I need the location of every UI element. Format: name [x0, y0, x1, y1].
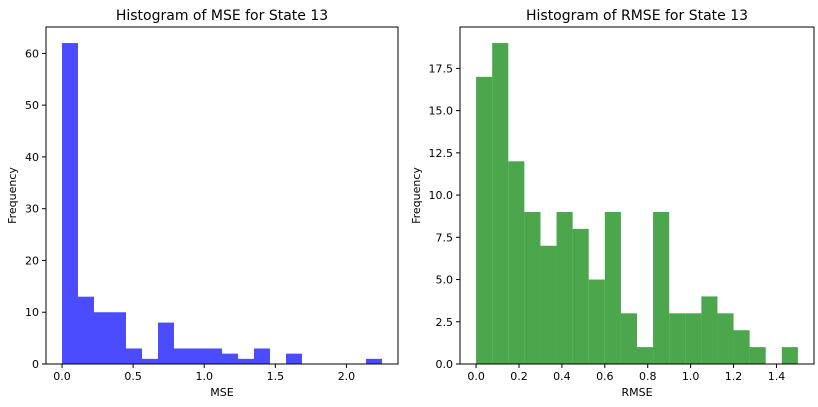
rmse-x-tick-label: 0.0 [467, 370, 485, 383]
mse-histogram-bar [62, 43, 78, 365]
mse-x-axis-label: MSE [210, 386, 233, 399]
rmse-histogram-bar [620, 313, 637, 364]
mse-x-ticks: 0.0 0.5 1.0 1.5 2.0 [53, 364, 355, 383]
rmse-y-axis-label: Frequency [410, 167, 423, 224]
mse-histogram-bar [142, 358, 158, 364]
rmse-x-tick-label: 0.6 [596, 370, 614, 383]
rmse-histogram-panel: Histogram of RMSE for State 13 0.0 0.2 0.4… [410, 8, 815, 399]
rmse-x-axis-label: RMSE [621, 386, 652, 399]
mse-y-tick-label: 60 [25, 47, 39, 60]
rmse-histogram-bar [540, 245, 557, 364]
mse-histogram-bar [286, 353, 302, 364]
rmse-y-tick-label: 15.0 [429, 105, 454, 118]
rmse-y-tick-label: 5.0 [436, 274, 454, 287]
rmse-bars [476, 43, 798, 365]
mse-histogram-bar [206, 348, 222, 364]
rmse-x-tick-label: 1.4 [768, 370, 786, 383]
rmse-y-tick-label: 7.5 [436, 231, 454, 244]
rmse-histogram-bar [604, 211, 621, 364]
mse-histogram-panel: Histogram of MSE for State 13 0.0 0.5 1.0 1… [6, 8, 399, 399]
rmse-histogram-bar [701, 296, 718, 364]
mse-histogram-bar [174, 348, 190, 364]
rmse-histogram-bar [588, 279, 605, 364]
rmse-x-tick-label: 1.2 [725, 370, 743, 383]
rmse-y-tick-label: 2.5 [436, 316, 454, 329]
mse-histogram-bar [254, 348, 270, 364]
mse-y-tick-label: 40 [25, 151, 39, 164]
rmse-x-ticks: 0.0 0.2 0.4 0.6 0.8 1.0 1.2 1.4 [467, 364, 785, 383]
rmse-histogram-bar [524, 211, 541, 364]
rmse-histogram-bar [653, 211, 670, 364]
mse-histogram-bar [190, 348, 206, 364]
mse-histogram-bar [158, 322, 174, 364]
mse-y-tick-label: 30 [25, 203, 39, 216]
rmse-histogram-bar [749, 347, 766, 364]
mse-plot-frame [45, 26, 399, 365]
rmse-y-tick-label: 17.5 [429, 62, 454, 75]
rmse-histogram-bar [476, 76, 493, 364]
rmse-y-tick-label: 10.0 [429, 189, 454, 202]
rmse-y-tick-label: 12.5 [429, 147, 454, 160]
rmse-x-tick-label: 0.4 [553, 370, 571, 383]
mse-histogram-bar [78, 296, 94, 364]
mse-histogram-bar [94, 312, 110, 364]
rmse-x-tick-label: 0.2 [510, 370, 528, 383]
mse-y-tick-label: 10 [25, 306, 39, 319]
rmse-histogram-bar [556, 211, 573, 364]
mse-bars [62, 43, 382, 365]
mse-x-tick-label: 2.0 [338, 370, 356, 383]
rmse-histogram-bar [508, 161, 525, 364]
rmse-histogram-bar [637, 347, 654, 364]
rmse-histogram-bar [733, 330, 750, 364]
mse-histogram-bar [366, 358, 382, 364]
rmse-x-tick-label: 0.8 [639, 370, 657, 383]
rmse-histogram-bar [781, 347, 798, 364]
mse-y-ticks: 0 10 20 30 40 50 60 [25, 47, 46, 371]
rmse-y-tick-label: 0.0 [436, 358, 454, 371]
mse-y-tick-label: 0 [32, 358, 39, 371]
rmse-x-tick-label: 1.0 [682, 370, 700, 383]
mse-x-tick-label: 1.0 [195, 370, 213, 383]
rmse-histogram-bar [685, 313, 702, 364]
mse-chart-title: Histogram of MSE for State 13 [116, 8, 328, 24]
mse-y-tick-label: 50 [25, 99, 39, 112]
mse-y-axis-label: Frequency [6, 167, 19, 224]
mse-histogram-bar [222, 353, 238, 364]
rmse-histogram-bar [669, 313, 686, 364]
mse-x-tick-label: 0.0 [53, 370, 71, 383]
mse-x-tick-label: 1.5 [267, 370, 285, 383]
rmse-histogram-bar [572, 228, 589, 364]
mse-histogram-bar [126, 348, 142, 364]
mse-histogram-bar [110, 312, 126, 364]
rmse-histogram-bar [717, 313, 734, 364]
rmse-chart-title: Histogram of RMSE for State 13 [526, 8, 748, 24]
rmse-histogram-bar [492, 43, 509, 365]
mse-x-tick-label: 0.5 [124, 370, 142, 383]
mse-y-tick-label: 20 [25, 254, 39, 267]
mse-histogram-bar [238, 358, 254, 364]
rmse-plot-frame [459, 26, 815, 365]
rmse-y-ticks: 0.0 2.5 5.0 7.5 10.0 12.5 15.0 17.5 [429, 62, 460, 371]
